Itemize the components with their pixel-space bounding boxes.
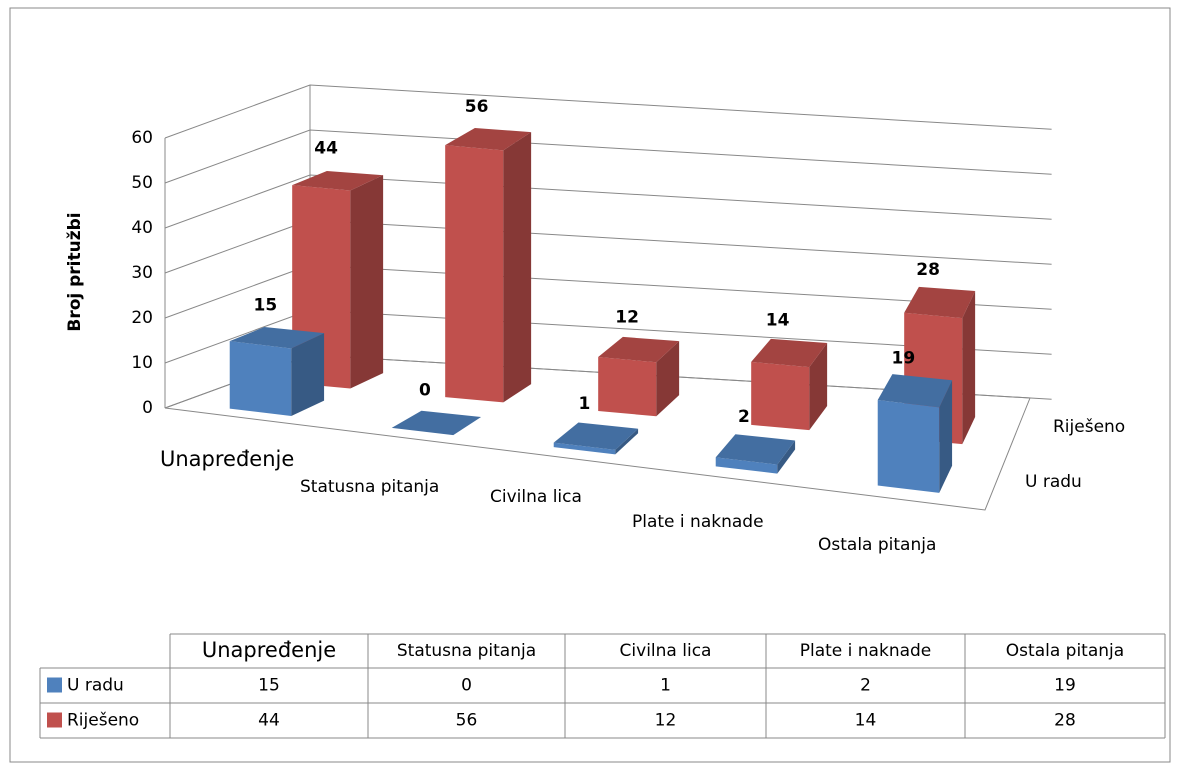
table-header: Unapređenje [202,638,336,662]
bar-side [962,291,976,445]
bar-side [291,333,325,416]
bar [553,422,639,455]
y-axis-label: Broj pritužbi [65,212,85,331]
bar [229,326,325,416]
bar [598,336,680,417]
bar-front [598,356,657,417]
table-header: Statusna pitanja [397,641,536,661]
x-tick-label: Unapređenje [160,447,294,471]
bar-top [292,170,384,191]
bar-top [445,127,532,151]
bar-side [777,440,796,474]
bar-front [715,457,778,474]
bar-top [715,434,796,465]
bar-top [391,410,482,436]
x-tick-label: Ostala pitanja [818,535,936,555]
y-tick-label: 0 [142,398,153,418]
table-cell: 28 [1054,711,1076,731]
bar-top [904,286,976,319]
chart-border [9,7,1171,763]
legend-label: Riješeno [67,711,139,731]
table-cell: 0 [461,676,472,696]
table-cell: 2 [860,676,871,696]
bar-front [229,341,292,416]
bar-top [877,374,953,408]
series-label: Riješeno [1053,417,1125,437]
series-label: U radu [1025,472,1082,492]
value-label: 1 [578,394,590,414]
table-cell: 1 [660,676,671,696]
value-label: 12 [615,307,639,327]
legend-swatch [47,677,62,693]
y-tick-label: 30 [131,263,153,283]
y-tick-label: 40 [131,218,153,238]
bar-side [809,343,828,431]
bar [391,410,482,436]
table-cell: 14 [855,711,877,731]
table-header: Ostala pitanja [1006,641,1124,661]
bar-front [751,361,810,431]
bar-side [503,132,532,403]
y-tick-label: 60 [131,128,153,148]
table-cell: 44 [258,711,280,731]
value-label: 56 [465,97,489,117]
bar-front [553,442,616,455]
bar-top [598,336,680,363]
bar-side [350,175,384,389]
bar-side [656,341,680,417]
x-tick-label: Plate i naknade [632,512,764,532]
table-cell: 12 [655,711,677,731]
table-cell: 19 [1054,676,1076,696]
y-tick-label: 50 [131,173,153,193]
bar-front [445,145,504,403]
bar [715,434,796,474]
bar-top [751,338,828,368]
bar-side [615,428,639,455]
value-label: 19 [892,348,916,368]
x-tick-label: Civilna lica [490,487,582,507]
value-label: 0 [419,381,431,401]
bar-top [229,326,325,349]
y-tick-label: 20 [131,308,153,328]
value-label: 28 [916,260,940,280]
bar-side [939,380,953,493]
table-cell: 15 [258,676,280,696]
value-label: 44 [314,138,338,158]
legend-label: U radu [67,676,124,696]
y-tick-label: 10 [131,353,153,373]
value-label: 2 [738,407,750,427]
table-cell: 56 [456,711,478,731]
legend-swatch [47,712,62,728]
bar [877,374,953,493]
x-tick-label: Statusna pitanja [300,477,439,497]
table-header: Plate i naknade [800,641,932,661]
bar [445,127,532,403]
value-label: 14 [766,311,790,331]
bar-top [553,422,639,450]
bar [751,338,828,431]
value-label: 15 [254,295,278,315]
bar-front [877,400,940,493]
table-header: Civilna lica [620,641,712,661]
